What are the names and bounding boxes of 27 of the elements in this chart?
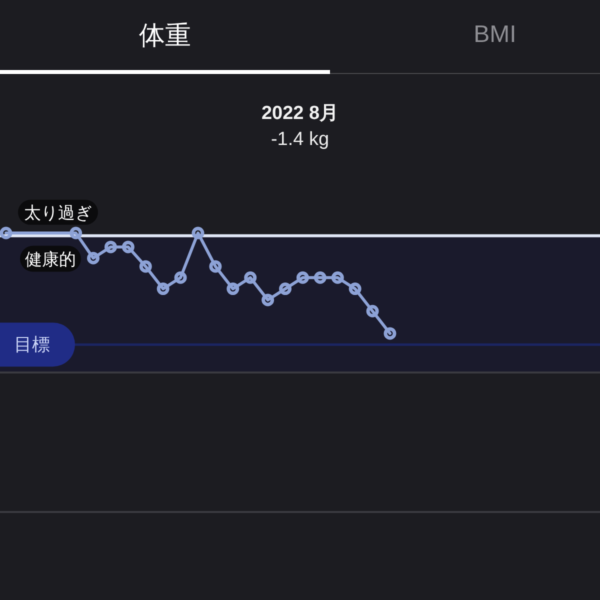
point [139, 260, 152, 273]
ref-line-label: 目標 [14, 334, 50, 355]
ref-line-label: 太り過ぎ [24, 202, 92, 222]
point [244, 271, 257, 284]
point [366, 304, 379, 318]
point [296, 271, 309, 284]
point [156, 282, 170, 296]
point [122, 240, 134, 254]
chart-title: 2022 8月 [261, 103, 339, 124]
chart-subtitle: -1.4 kg [270, 129, 330, 150]
point [87, 252, 100, 264]
point [314, 271, 326, 284]
point [279, 282, 292, 296]
point [226, 282, 240, 296]
point [192, 226, 204, 240]
point [384, 327, 396, 340]
text: 体重 [139, 20, 191, 50]
point [70, 226, 82, 240]
point [174, 271, 187, 284]
point [331, 271, 344, 284]
point [104, 240, 117, 254]
band-label: 健康的 [25, 249, 76, 268]
point [209, 260, 222, 273]
point [262, 294, 274, 306]
point [348, 282, 362, 296]
point [0, 226, 12, 240]
text: BMI [474, 20, 516, 48]
